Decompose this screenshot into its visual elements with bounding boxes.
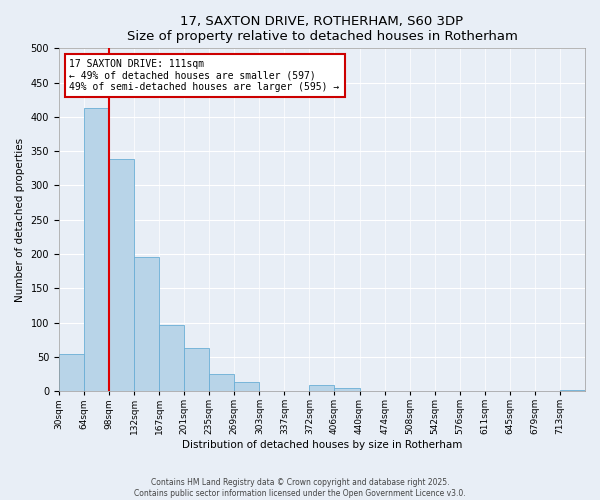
Bar xyxy=(234,382,259,391)
Y-axis label: Number of detached properties: Number of detached properties xyxy=(15,138,25,302)
Bar xyxy=(109,160,134,391)
Bar xyxy=(84,108,109,391)
Bar xyxy=(209,374,234,391)
Text: Contains HM Land Registry data © Crown copyright and database right 2025.
Contai: Contains HM Land Registry data © Crown c… xyxy=(134,478,466,498)
Bar xyxy=(184,348,209,391)
Title: 17, SAXTON DRIVE, ROTHERHAM, S60 3DP
Size of property relative to detached house: 17, SAXTON DRIVE, ROTHERHAM, S60 3DP Siz… xyxy=(127,15,517,43)
X-axis label: Distribution of detached houses by size in Rotherham: Distribution of detached houses by size … xyxy=(182,440,462,450)
Bar xyxy=(59,354,84,391)
Bar xyxy=(134,258,159,391)
Text: 17 SAXTON DRIVE: 111sqm
← 49% of detached houses are smaller (597)
49% of semi-d: 17 SAXTON DRIVE: 111sqm ← 49% of detache… xyxy=(70,58,340,92)
Bar xyxy=(334,388,359,391)
Bar xyxy=(310,385,334,391)
Bar xyxy=(159,324,184,391)
Bar xyxy=(560,390,585,391)
